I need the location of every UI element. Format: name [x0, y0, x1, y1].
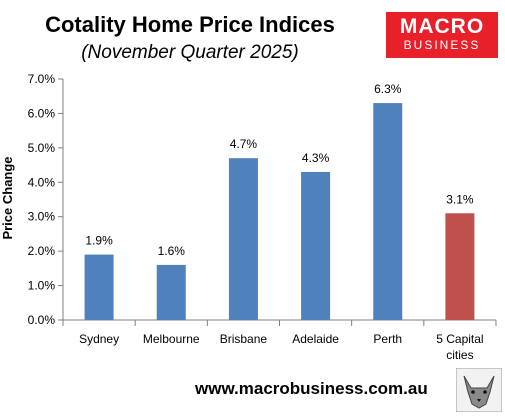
y-tick-label: 3.0%	[28, 210, 56, 224]
y-tick-label: 5.0%	[28, 141, 56, 155]
x-tick-label: Perth	[373, 332, 402, 346]
logo-line-1: MACRO	[399, 15, 485, 38]
wolf-icon	[456, 368, 502, 412]
bar	[84, 254, 114, 320]
y-tick-label: 1.0%	[28, 279, 56, 293]
x-tick-label: 5 Capital	[436, 332, 483, 346]
macrobusiness-logo: MACRO BUSINESS	[386, 12, 498, 58]
data-label: 4.7%	[230, 137, 258, 151]
bar	[301, 171, 331, 320]
bar-chart: Price Change 0.0% 1.0% 2.0% 3.0% 4.0% 5.0% 6.0…	[0, 72, 497, 362]
website-url: www.macrobusiness.com.au	[195, 379, 428, 398]
x-tick-label: Sydney	[79, 332, 119, 346]
data-label: 4.3%	[302, 151, 330, 165]
y-axis-label: Price Change	[0, 156, 15, 239]
x-tick-label: Brisbane	[220, 332, 268, 346]
y-tick-label: 7.0%	[28, 72, 56, 86]
chart-title: Cotality Home Price Indices	[45, 12, 335, 37]
x-tick-label: cities	[446, 348, 473, 362]
logo-line-2: BUSINESS	[403, 38, 481, 52]
bar	[445, 213, 475, 320]
y-tick-label: 0.0%	[28, 313, 56, 327]
bar	[228, 158, 258, 320]
data-label: 1.6%	[158, 244, 186, 258]
y-tick-label: 4.0%	[28, 175, 56, 189]
data-label: 1.9%	[85, 234, 113, 248]
chart-subtitle: (November Quarter 2025)	[81, 42, 299, 63]
y-tick-label: 2.0%	[28, 244, 56, 258]
data-label: 6.3%	[374, 82, 402, 96]
x-tick-label: Adelaide	[292, 332, 339, 346]
data-label: 3.1%	[446, 192, 474, 206]
bar	[373, 103, 403, 320]
bar	[156, 264, 186, 320]
y-tick-label: 6.0%	[28, 106, 56, 120]
x-tick-label: Melbourne	[143, 332, 200, 346]
